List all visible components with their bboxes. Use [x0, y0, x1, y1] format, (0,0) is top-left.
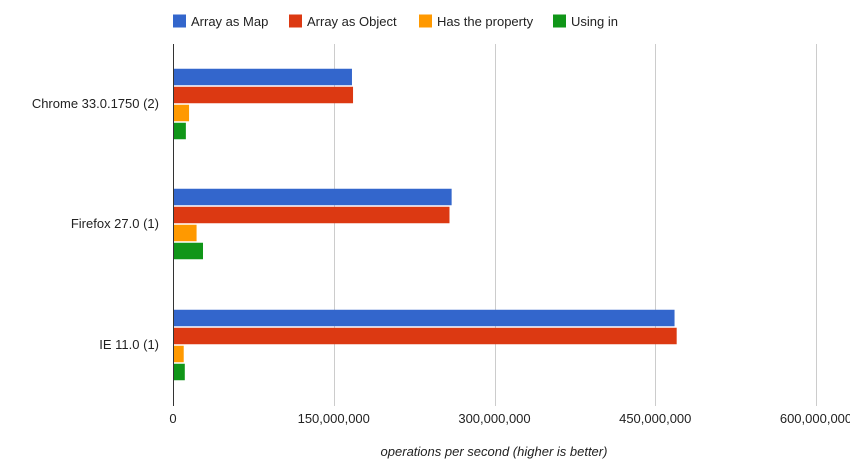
- legend-swatch: [173, 14, 186, 28]
- bar: [173, 327, 677, 345]
- legend-label: Array as Map: [191, 14, 268, 29]
- bar: [173, 242, 204, 260]
- category-label: Chrome 33.0.1750 (2): [32, 96, 159, 111]
- x-tick-label: 600,000,000: [780, 411, 850, 426]
- x-tick-label: 450,000,000: [619, 411, 691, 426]
- legend-label: Array as Object: [307, 14, 397, 29]
- x-tick-label: 150,000,000: [298, 411, 370, 426]
- legend-swatch: [553, 14, 566, 28]
- gridlines: [334, 44, 817, 406]
- legend: Array as Map Array as Object Has the prope…: [173, 14, 618, 29]
- bar: [173, 86, 354, 104]
- bar: [173, 188, 452, 206]
- bar: [173, 122, 186, 140]
- legend-swatch: [289, 14, 302, 28]
- bar: [173, 104, 190, 122]
- x-tick-label: 300,000,000: [458, 411, 530, 426]
- bar: [173, 345, 184, 363]
- bar: [173, 309, 675, 327]
- x-tick-labels: 0 150,000,000 300,000,000 450,000,000 600,00…: [169, 411, 850, 426]
- legend-label: Has the property: [437, 14, 534, 29]
- bar: [173, 224, 197, 242]
- bar: [173, 206, 450, 224]
- bar: [173, 68, 352, 86]
- bars: [173, 68, 677, 381]
- x-axis-title: operations per second (higher is better): [381, 444, 608, 459]
- category-labels: Chrome 33.0.1750 (2) Firefox 27.0 (1) IE 1…: [32, 96, 159, 352]
- bar: [173, 363, 185, 381]
- legend-label: Using in: [571, 14, 618, 29]
- category-label: IE 11.0 (1): [99, 337, 159, 352]
- category-label: Firefox 27.0 (1): [71, 216, 159, 231]
- legend-swatch: [419, 14, 432, 28]
- x-tick-label: 0: [169, 411, 176, 426]
